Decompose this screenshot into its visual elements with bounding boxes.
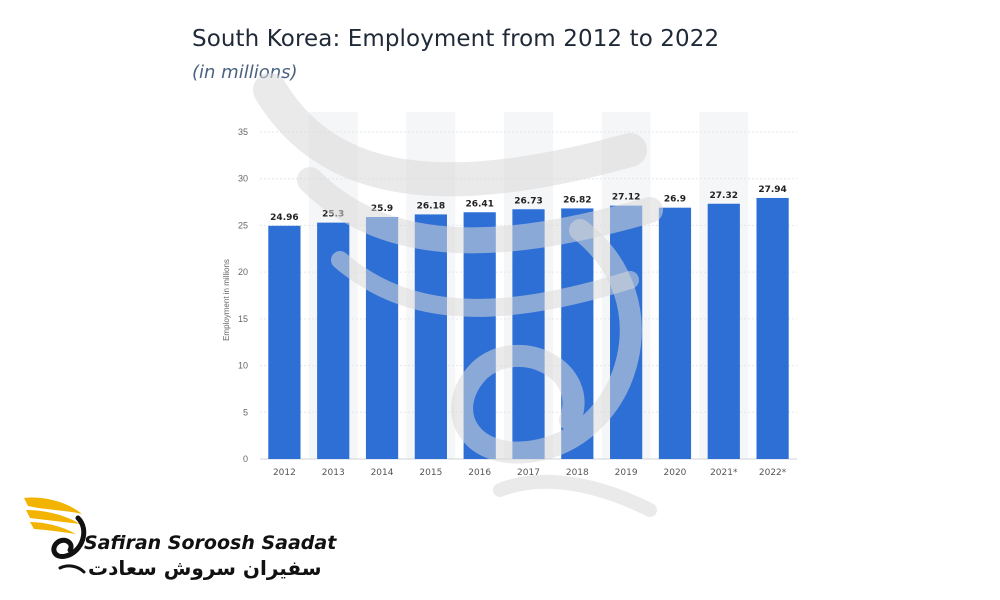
y-tick-label: 0 — [243, 454, 248, 464]
bar — [414, 214, 447, 459]
x-tick-label: 2020 — [664, 468, 687, 478]
bar-value-label: 25.3 — [322, 210, 344, 220]
bar — [512, 209, 545, 459]
bar-value-label: 27.12 — [612, 193, 640, 203]
bar-value-label: 26.9 — [664, 195, 686, 205]
bar-value-label: 26.41 — [465, 199, 493, 209]
y-tick-label: 35 — [238, 127, 248, 137]
x-tick-label: 2021* — [710, 468, 738, 478]
bar — [268, 225, 301, 459]
bar-value-label: 24.96 — [270, 213, 298, 223]
bar — [756, 197, 789, 459]
y-axis-label: Employment in millions — [222, 259, 231, 341]
x-tick-label: 2022* — [759, 468, 787, 478]
x-tick-label: 2013 — [322, 468, 345, 478]
bar — [561, 208, 594, 459]
bar — [658, 207, 692, 459]
y-tick-label: 25 — [238, 220, 248, 230]
bar-value-label: 26.18 — [417, 201, 445, 211]
y-tick-label: 5 — [243, 407, 248, 417]
bar-value-label: 27.94 — [758, 185, 786, 195]
x-tick-label: 2016 — [468, 468, 491, 478]
bar-value-label: 26.73 — [514, 196, 542, 206]
bar — [365, 217, 399, 459]
y-axis-ticks: 0 5 10 15 20 25 30 35 — [238, 127, 248, 464]
x-tick-label: 2015 — [419, 468, 442, 478]
bar — [317, 222, 350, 459]
x-axis-ticks: 2012 2013 2014 2015 2016 2017 2018 2019 2020 2021… — [273, 468, 787, 478]
y-tick-label: 30 — [238, 174, 248, 184]
x-tick-label: 2014 — [371, 468, 394, 478]
bars — [268, 197, 789, 459]
bar — [707, 203, 740, 459]
x-tick-label: 2012 — [273, 468, 296, 478]
x-tick-label: 2019 — [615, 468, 638, 478]
y-tick-label: 20 — [238, 267, 248, 277]
bar — [463, 212, 496, 459]
bar-value-label: 26.82 — [563, 195, 591, 205]
bar-value-label: 27.32 — [710, 191, 738, 201]
bar-value-label: 25.9 — [371, 204, 393, 214]
chart-title: South Korea: Employment from 2012 to 202… — [192, 26, 720, 52]
brand-name-english: Safiran Soroosh Saadat — [84, 532, 337, 554]
y-tick-label: 10 — [238, 361, 248, 371]
bar — [610, 205, 643, 459]
brand-logo-icon — [24, 497, 87, 574]
x-tick-label: 2018 — [566, 468, 589, 478]
brand-name-persian: سفیران سروش سعادت — [88, 556, 322, 580]
y-tick-label: 15 — [238, 314, 248, 324]
x-tick-label: 2017 — [517, 468, 540, 478]
